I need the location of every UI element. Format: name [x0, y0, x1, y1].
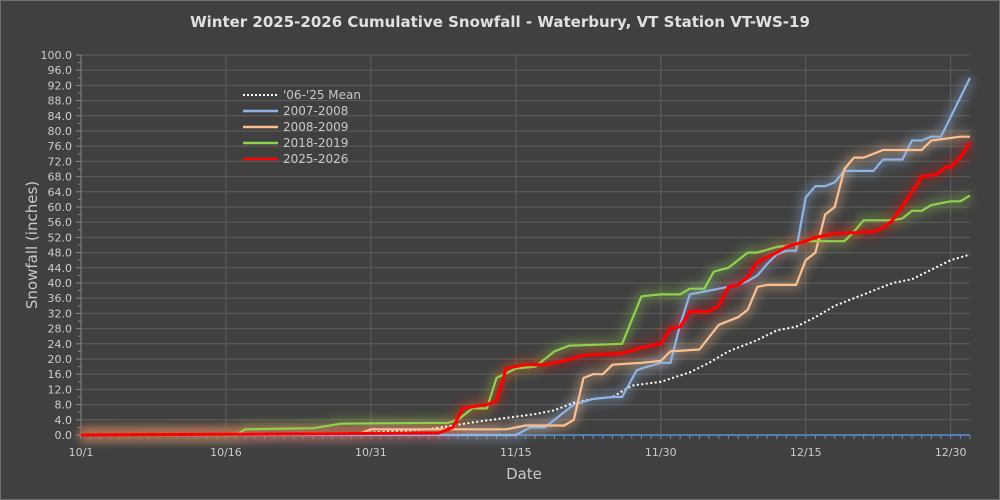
- y-tick-label: 96.0: [48, 64, 73, 77]
- legend-label: 2018-2019: [283, 136, 348, 150]
- y-tick-label: 36.0: [48, 292, 73, 305]
- grid: [81, 54, 970, 435]
- legend-label: '06-'25 Mean: [283, 88, 361, 102]
- legend-label: 2007-2008: [283, 104, 348, 118]
- y-tick-label: 44.0: [48, 262, 73, 275]
- series-line-06-25Mean: [80, 253, 971, 436]
- series-line-2025-2026: [80, 141, 972, 437]
- series-line-2018-2019: [81, 194, 971, 437]
- y-tick-label: 4.0: [55, 414, 73, 427]
- y-tick-label: 16.0: [48, 368, 73, 381]
- y-tick-label: 56.0: [48, 216, 73, 229]
- y-tick-label: 20.0: [48, 353, 73, 366]
- x-tick-label: 12/15: [790, 446, 822, 459]
- series-line-2007-2008: [81, 77, 971, 437]
- chart-title: Winter 2025-2026 Cumulative Snowfall - W…: [190, 13, 810, 31]
- y-axis-label: Snowfall (inches): [23, 181, 41, 309]
- y-tick-label: 24.0: [48, 338, 73, 351]
- y-tick-label: 92.0: [48, 79, 73, 92]
- y-tick-label: 64.0: [48, 186, 73, 199]
- y-tick-label: 12.0: [48, 383, 73, 396]
- series-line-2008-2009: [80, 135, 970, 437]
- legend-label: 2008-2009: [283, 120, 348, 134]
- y-tick-label: 0.0: [55, 429, 73, 442]
- y-tick-label: 60.0: [48, 201, 73, 214]
- y-tick-label: 48.0: [48, 247, 73, 260]
- x-tick-label: 10/1: [69, 446, 94, 459]
- y-tick-label: 80.0: [48, 125, 73, 138]
- x-tick-label: 10/16: [210, 446, 242, 459]
- x-tick-label: 10/31: [355, 446, 387, 459]
- x-tick-label: 12/30: [935, 446, 967, 459]
- x-axis-label: Date: [506, 465, 542, 483]
- y-tick-label: 52.0: [48, 231, 73, 244]
- y-tick-label: 76.0: [48, 140, 73, 153]
- x-tick-label: 11/15: [500, 446, 532, 459]
- y-axis: 0.0 4.0 8.0 12.0 16.0 20.0 24.0 28.0 32.0 36.0 40.…: [41, 49, 82, 442]
- y-tick-label: 72.0: [48, 155, 73, 168]
- y-tick-label: 100.0: [41, 49, 73, 62]
- y-tick-label: 8.0: [55, 399, 73, 412]
- legend: '06-'25 Mean 2007-2008 2008-2009 2018-2019 2…: [243, 88, 361, 166]
- y-tick-label: 28.0: [48, 323, 73, 336]
- y-tick-label: 32.0: [48, 307, 73, 320]
- y-tick-label: 88.0: [48, 95, 73, 108]
- series-lines: [80, 77, 972, 437]
- y-tick-label: 68.0: [48, 171, 73, 184]
- legend-label: 2025-2026: [283, 152, 348, 166]
- x-tick-label: 11/30: [645, 446, 677, 459]
- y-tick-label: 40.0: [48, 277, 73, 290]
- y-tick-label: 84.0: [48, 110, 73, 123]
